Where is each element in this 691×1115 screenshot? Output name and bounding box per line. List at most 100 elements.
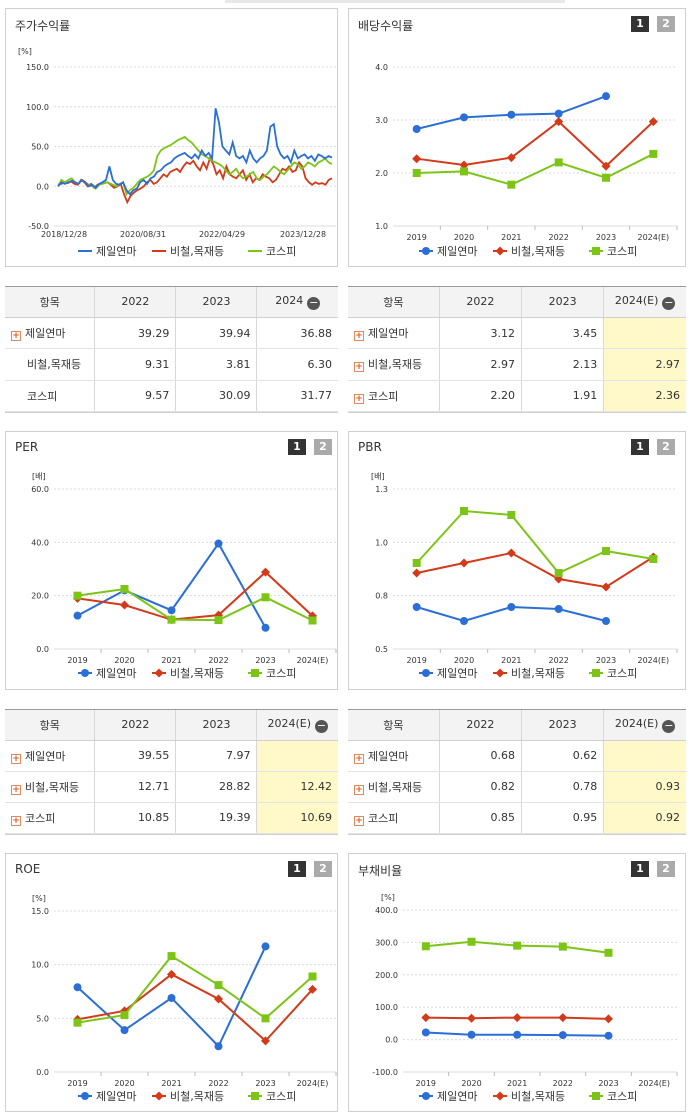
data-point <box>120 600 129 610</box>
data-point <box>421 942 430 951</box>
page-2-button[interactable]: 2 <box>657 16 675 32</box>
table-header: 2023 <box>175 287 257 318</box>
page-2-button[interactable]: 2 <box>657 861 675 877</box>
expand-plus-icon[interactable]: + <box>354 753 364 764</box>
data-point <box>412 154 422 164</box>
y-tick-label: 100.0 <box>26 103 49 112</box>
data-point <box>602 173 610 182</box>
pbr-table: 항목 2022 2023 2024(E) − + 제일연마 0.68 0.62 + 비철,목재등 0.… <box>348 709 686 835</box>
panel-title: 부채비율 <box>358 864 403 878</box>
x-tick-label: 2021 <box>501 656 521 665</box>
collapse-minus-icon[interactable]: − <box>307 295 321 310</box>
data-point <box>513 1030 522 1039</box>
legend-label: 코스피 <box>607 1090 637 1103</box>
data-point <box>506 153 516 163</box>
y-tick-label: 50.0 <box>31 143 49 152</box>
x-tick-label: 2018/12/28 <box>41 230 87 239</box>
y-tick-label: 2.0 <box>375 169 388 178</box>
table-row: + 제일연마 3.12 3.45 <box>348 317 686 350</box>
expand-plus-icon[interactable]: + <box>11 815 21 826</box>
page-1-button[interactable]: 1 <box>631 16 649 32</box>
data-point <box>261 942 270 951</box>
legend-label: 제일연마 <box>437 666 477 680</box>
data-point <box>167 952 176 961</box>
table-cell: 12.42 <box>256 771 338 803</box>
table-cell: 2.97 <box>603 348 686 381</box>
page-2-button[interactable]: 2 <box>657 439 675 455</box>
table-row: + 제일연마 39.55 7.97 <box>5 740 338 772</box>
collapse-minus-icon[interactable]: − <box>315 718 328 733</box>
page-2-button[interactable]: 2 <box>314 861 332 877</box>
table-header: 2022 <box>438 710 522 741</box>
x-tick-label: 2024(E) <box>297 656 329 665</box>
x-tick-label: 2022 <box>553 1079 573 1088</box>
data-point <box>422 669 430 677</box>
x-tick-label: 2020 <box>114 1079 134 1088</box>
y-tick-label: 4.0 <box>375 63 388 72</box>
data-point <box>513 941 522 950</box>
data-point <box>214 994 223 1004</box>
data-point <box>167 615 176 624</box>
x-tick-label: 2019 <box>406 656 426 665</box>
table-cell: 39.94 <box>175 317 257 350</box>
y-axis-unit: [배] <box>371 472 385 481</box>
data-point <box>507 603 516 611</box>
data-point <box>467 1013 476 1023</box>
expand-plus-icon[interactable]: + <box>11 784 21 795</box>
expand-plus-icon[interactable]: + <box>354 815 364 826</box>
table-cell: 2.13 <box>520 348 604 381</box>
page-2-button[interactable]: 2 <box>314 439 332 455</box>
series-line <box>415 509 654 575</box>
table-header: 2022 <box>438 287 522 318</box>
x-tick-label: 2020 <box>461 1079 481 1088</box>
table-cell: 6.30 <box>256 348 338 381</box>
data-point <box>601 582 611 592</box>
y-tick-label: 100.0 <box>375 1003 398 1012</box>
data-point <box>554 569 563 577</box>
data-point <box>261 593 270 602</box>
x-tick-label: 2021 <box>501 233 521 242</box>
expand-plus-icon[interactable]: + <box>11 331 21 342</box>
data-point <box>214 610 223 620</box>
page-1-button[interactable]: 1 <box>288 861 306 877</box>
data-point <box>261 1036 270 1046</box>
table-cell: 0.68 <box>438 740 522 772</box>
series-line <box>416 153 654 186</box>
series-line <box>57 135 333 197</box>
expand-plus-icon[interactable]: + <box>354 784 364 795</box>
data-point <box>592 247 600 255</box>
data-point <box>422 1092 430 1100</box>
table-header: 2022 <box>94 287 176 318</box>
data-point <box>467 937 476 946</box>
expand-plus-icon[interactable]: + <box>11 753 21 764</box>
data-point <box>412 568 422 578</box>
y-tick-label: 0.5 <box>375 645 388 654</box>
series-line <box>57 156 333 205</box>
row-label: 제일연마 <box>368 749 409 763</box>
expand-plus-icon[interactable]: + <box>354 393 364 404</box>
page-1-button[interactable]: 1 <box>631 439 649 455</box>
y-tick-label: 5.0 <box>36 1014 49 1023</box>
expand-plus-icon[interactable]: + <box>354 362 364 373</box>
series-line <box>77 954 314 1024</box>
data-point <box>412 169 421 177</box>
page-1-button[interactable]: 1 <box>631 861 649 877</box>
panel-title: PBR <box>358 440 382 454</box>
y-tick-label: -50.0 <box>28 222 49 231</box>
data-point <box>558 942 567 951</box>
y-axis-unit: [%] <box>381 893 395 902</box>
collapse-minus-icon[interactable]: − <box>662 718 676 733</box>
x-tick-label: 2022 <box>208 656 228 665</box>
data-point <box>421 1013 431 1023</box>
collapse-minus-icon[interactable]: − <box>662 295 676 310</box>
table-cell: 3.12 <box>438 317 522 350</box>
y-axis-unit: [배] <box>32 472 46 481</box>
page-1-button[interactable]: 1 <box>288 439 306 455</box>
row-label: 비철,목재등 <box>368 358 423 372</box>
dividend-yield-table: 항목 2022 2023 2024(E) − + 제일연마 3.12 3.45 + 비철,목재등 2.… <box>348 286 686 413</box>
legend-label: 제일연마 <box>96 244 136 258</box>
data-point <box>214 1042 223 1051</box>
table-cell: 0.95 <box>520 802 604 835</box>
expand-plus-icon[interactable]: + <box>354 331 364 342</box>
